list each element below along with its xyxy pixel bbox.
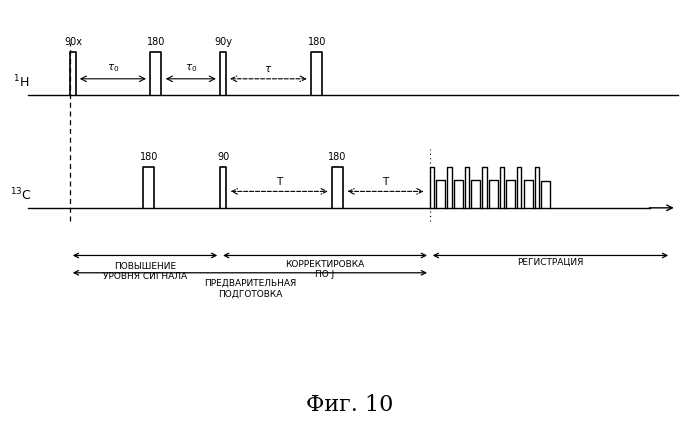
Text: РЕГИСТРАЦИЯ: РЕГИСТРАЦИЯ xyxy=(517,258,584,267)
Text: T: T xyxy=(276,177,282,187)
Text: КОРРЕКТИРОВКА
ПО J: КОРРЕКТИРОВКА ПО J xyxy=(285,260,365,279)
Text: $^{13}$C: $^{13}$C xyxy=(10,187,32,203)
Text: 180: 180 xyxy=(140,152,158,162)
Text: ПОВЫШЕНИЕ
УРОВНЯ СИГНАЛА: ПОВЫШЕНИЕ УРОВНЯ СИГНАЛА xyxy=(103,262,187,281)
Text: $\tau$: $\tau$ xyxy=(264,64,273,74)
Text: 180: 180 xyxy=(329,152,347,162)
Text: 90x: 90x xyxy=(64,37,82,47)
Text: 180: 180 xyxy=(147,37,165,47)
Text: 180: 180 xyxy=(308,37,326,47)
Text: Фиг. 10: Фиг. 10 xyxy=(306,394,393,416)
Text: $\tau_0$: $\tau_0$ xyxy=(185,62,197,74)
Text: $^1$H: $^1$H xyxy=(13,74,29,90)
Text: 90y: 90y xyxy=(215,37,232,47)
Text: ПРЕДВАРИТЕЛЬНАЯ
ПОДГОТОВКА: ПРЕДВАРИТЕЛЬНАЯ ПОДГОТОВКА xyxy=(204,279,296,298)
Text: T: T xyxy=(382,177,389,187)
Text: $\tau_0$: $\tau_0$ xyxy=(107,62,119,74)
Text: 90: 90 xyxy=(217,152,229,162)
